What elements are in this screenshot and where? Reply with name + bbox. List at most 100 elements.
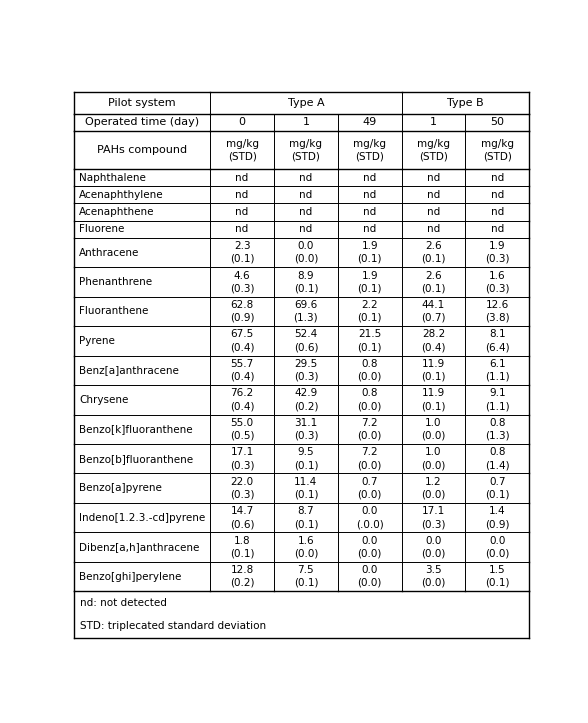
Text: 9.1
(1.1): 9.1 (1.1) — [485, 388, 510, 411]
Text: nd: nd — [235, 190, 249, 200]
Text: 12.8
(0.2): 12.8 (0.2) — [230, 565, 255, 588]
Text: nd: nd — [363, 207, 376, 217]
Text: nd: nd — [299, 173, 313, 183]
Text: 1.8
(0.1): 1.8 (0.1) — [230, 536, 255, 558]
Text: 7.2
(0.0): 7.2 (0.0) — [358, 448, 382, 470]
Text: Pilot system: Pilot system — [108, 98, 176, 108]
Text: 8.9
(0.1): 8.9 (0.1) — [293, 270, 318, 294]
Text: 2.6
(0.1): 2.6 (0.1) — [421, 270, 446, 294]
Text: nd: nd — [427, 207, 440, 217]
Text: Fluorene: Fluorene — [79, 224, 124, 234]
Text: nd: nd — [299, 190, 313, 200]
Text: nd: nd — [299, 224, 313, 234]
Text: Type B: Type B — [447, 98, 484, 108]
Text: mg/kg
(STD): mg/kg (STD) — [481, 139, 514, 161]
Text: Acenaphthylene: Acenaphthylene — [79, 190, 163, 200]
Text: 7.2
(0.0): 7.2 (0.0) — [358, 418, 382, 440]
Text: 1.4
(0.9): 1.4 (0.9) — [485, 506, 510, 529]
Text: mg/kg
(STD): mg/kg (STD) — [226, 139, 259, 161]
Text: Pyrene: Pyrene — [79, 336, 115, 346]
Text: 8.7
(0.1): 8.7 (0.1) — [293, 506, 318, 529]
Text: 42.9
(0.2): 42.9 (0.2) — [293, 388, 318, 411]
Text: 0.0
(0.0): 0.0 (0.0) — [294, 241, 318, 264]
Text: nd: nd — [235, 207, 249, 217]
Text: Benzo[ghi]perylene: Benzo[ghi]perylene — [79, 572, 181, 581]
Text: Chrysene: Chrysene — [79, 395, 128, 405]
Text: 1: 1 — [430, 117, 437, 127]
Text: Naphthalene: Naphthalene — [79, 173, 146, 183]
Text: 0.0
(0.0): 0.0 (0.0) — [358, 565, 382, 588]
Text: 1.6
(0.3): 1.6 (0.3) — [485, 270, 510, 294]
Text: nd: nd — [427, 173, 440, 183]
Text: 0.0
(0.0): 0.0 (0.0) — [358, 536, 382, 558]
Text: 11.9
(0.1): 11.9 (0.1) — [421, 388, 446, 411]
Text: Type A: Type A — [288, 98, 324, 108]
Text: 7.5
(0.1): 7.5 (0.1) — [293, 565, 318, 588]
Text: 0.0
(.0.0): 0.0 (.0.0) — [356, 506, 383, 529]
Text: mg/kg
(STD): mg/kg (STD) — [353, 139, 386, 161]
Text: 17.1
(0.3): 17.1 (0.3) — [421, 506, 446, 529]
Text: Phenanthrene: Phenanthrene — [79, 277, 152, 287]
Text: 1: 1 — [302, 117, 309, 127]
Text: 50: 50 — [490, 117, 505, 127]
Text: 0.8
(1.4): 0.8 (1.4) — [485, 448, 510, 470]
Text: 2.3
(0.1): 2.3 (0.1) — [230, 241, 255, 264]
Text: 55.7
(0.4): 55.7 (0.4) — [230, 359, 255, 382]
Text: 0.7
(0.1): 0.7 (0.1) — [485, 476, 510, 500]
Text: nd: nd — [235, 224, 249, 234]
Text: 69.6
(1.3): 69.6 (1.3) — [293, 300, 318, 322]
Text: 11.9
(0.1): 11.9 (0.1) — [421, 359, 446, 382]
Text: 1.5
(0.1): 1.5 (0.1) — [485, 565, 510, 588]
Text: 17.1
(0.3): 17.1 (0.3) — [230, 448, 255, 470]
Text: 14.7
(0.6): 14.7 (0.6) — [230, 506, 255, 529]
Text: nd: nd — [490, 207, 504, 217]
Text: 0.7
(0.0): 0.7 (0.0) — [358, 476, 382, 500]
Text: 67.5
(0.4): 67.5 (0.4) — [230, 330, 255, 352]
Text: Fluoranthene: Fluoranthene — [79, 307, 148, 317]
Text: 2.6
(0.1): 2.6 (0.1) — [421, 241, 446, 264]
Text: nd: not detected: nd: not detected — [81, 598, 167, 608]
Text: Benzo[a]pyrene: Benzo[a]pyrene — [79, 483, 162, 493]
Text: nd: nd — [490, 190, 504, 200]
Text: 0.0
(0.0): 0.0 (0.0) — [485, 536, 509, 558]
Text: 22.0
(0.3): 22.0 (0.3) — [230, 476, 255, 500]
Text: 9.5
(0.1): 9.5 (0.1) — [293, 448, 318, 470]
Text: PAHs compound: PAHs compound — [97, 145, 187, 155]
Text: mg/kg
(STD): mg/kg (STD) — [417, 139, 450, 161]
Text: 8.1
(6.4): 8.1 (6.4) — [485, 330, 510, 352]
Text: STD: triplecated standard deviation: STD: triplecated standard deviation — [81, 621, 266, 631]
Text: nd: nd — [235, 173, 249, 183]
Text: 3.5
(0.0): 3.5 (0.0) — [422, 565, 446, 588]
Text: 28.2
(0.4): 28.2 (0.4) — [421, 330, 446, 352]
Text: 0.8
(1.3): 0.8 (1.3) — [485, 418, 510, 440]
Text: Anthracene: Anthracene — [79, 247, 139, 257]
Text: Benz[a]anthracene: Benz[a]anthracene — [79, 365, 179, 375]
Text: 44.1
(0.7): 44.1 (0.7) — [421, 300, 446, 322]
Text: 55.0
(0.5): 55.0 (0.5) — [230, 418, 255, 440]
Text: nd: nd — [363, 190, 376, 200]
Text: Benzo[k]fluoranthene: Benzo[k]fluoranthene — [79, 424, 193, 435]
Text: 1.0
(0.0): 1.0 (0.0) — [422, 448, 446, 470]
Text: 0: 0 — [239, 117, 246, 127]
Text: nd: nd — [363, 224, 376, 234]
Text: 0.0
(0.0): 0.0 (0.0) — [422, 536, 446, 558]
Text: nd: nd — [490, 224, 504, 234]
Text: 2.2
(0.1): 2.2 (0.1) — [358, 300, 382, 322]
Text: nd: nd — [490, 173, 504, 183]
Text: Dibenz[a,h]anthracene: Dibenz[a,h]anthracene — [79, 542, 199, 552]
Text: Benzo[b]fluoranthene: Benzo[b]fluoranthene — [79, 454, 193, 463]
Text: 1.9
(0.1): 1.9 (0.1) — [358, 241, 382, 264]
Text: 12.6
(3.8): 12.6 (3.8) — [485, 300, 510, 322]
Text: 29.5
(0.3): 29.5 (0.3) — [293, 359, 318, 382]
Text: 0.8
(0.0): 0.8 (0.0) — [358, 359, 382, 382]
Text: 1.9
(0.1): 1.9 (0.1) — [358, 270, 382, 294]
Text: 49: 49 — [363, 117, 377, 127]
Text: nd: nd — [299, 207, 313, 217]
Text: mg/kg
(STD): mg/kg (STD) — [289, 139, 322, 161]
Text: 62.8
(0.9): 62.8 (0.9) — [230, 300, 255, 322]
Text: 11.4
(0.1): 11.4 (0.1) — [293, 476, 318, 500]
Text: Acenaphthene: Acenaphthene — [79, 207, 155, 217]
Text: 31.1
(0.3): 31.1 (0.3) — [293, 418, 318, 440]
Text: 1.9
(0.3): 1.9 (0.3) — [485, 241, 510, 264]
Text: nd: nd — [427, 224, 440, 234]
